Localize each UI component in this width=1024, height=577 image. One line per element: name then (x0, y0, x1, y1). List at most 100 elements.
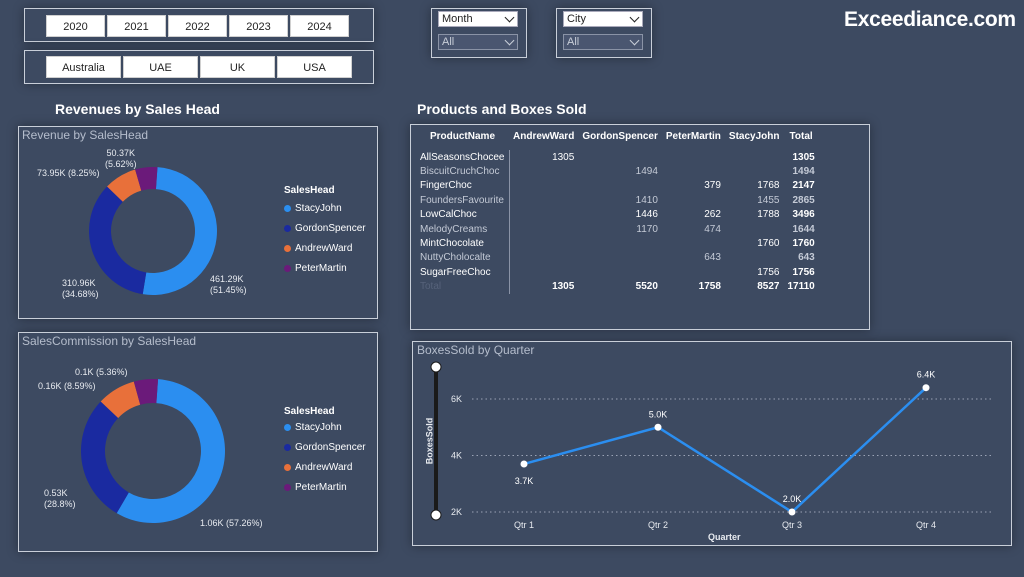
legend-item-andrewward[interactable]: AndrewWard (284, 462, 352, 473)
slider-handle-bottom[interactable] (430, 509, 442, 521)
value-cell (578, 251, 662, 265)
x-axis-label: Quarter (708, 532, 741, 542)
donut-slice-andrewward[interactable] (107, 169, 142, 202)
product-name-cell: BiscuitCruchChoc (416, 164, 510, 179)
value-cell: 1494 (792, 166, 815, 178)
donut-slice-andrewward[interactable] (100, 381, 141, 419)
donut-data-label: 461.29K (51.45%) (210, 274, 247, 295)
column-header-andrewward[interactable]: AndrewWard (513, 131, 575, 142)
product-name-cell: LowCalChoc (416, 207, 510, 222)
year-slicer: 2020 2021 2022 2023 2024 (46, 15, 349, 37)
legend-item-stacyjohn[interactable]: StacyJohn (284, 203, 342, 214)
value-cell: 8527 (757, 281, 780, 293)
value-cell: 1756 (792, 266, 815, 278)
legend-item-petermartin[interactable]: PeterMartin (284, 482, 347, 493)
revenue-donut-chart (89, 167, 218, 295)
data-label: 5.0K (649, 409, 668, 419)
product-name-cell: MelodyCreams (416, 221, 510, 237)
legend-label: PeterMartin (295, 263, 347, 274)
country-button-uk[interactable]: UK (200, 56, 275, 78)
value-cell (662, 236, 725, 250)
country-button-usa[interactable]: USA (277, 56, 352, 78)
legend-item-petermartin[interactable]: PeterMartin (284, 263, 347, 274)
value-cell (509, 193, 578, 207)
year-button-2024[interactable]: 2024 (290, 15, 349, 37)
legend-label: PeterMartin (295, 482, 347, 493)
data-point[interactable] (654, 423, 662, 431)
donut-slice-petermartin[interactable] (135, 167, 158, 191)
country-button-australia[interactable]: Australia (46, 56, 121, 78)
legend-label: StacyJohn (295, 203, 342, 214)
revenue-chart-title: Revenue by SalesHead (22, 128, 149, 142)
legend-dot-icon (284, 444, 291, 451)
month-value-dropdown[interactable]: All (438, 34, 518, 50)
value-cell (509, 236, 578, 250)
month-dropdown-label: Month (442, 13, 473, 25)
donut-slice-stacyjohn[interactable] (142, 167, 218, 295)
chevron-down-icon (629, 12, 640, 23)
donut-data-label: 0.16K (8.59%) (38, 381, 96, 391)
value-cell: 1768 (757, 180, 780, 192)
value-cell: 474 (704, 223, 721, 235)
value-cell: 17110 (787, 281, 815, 293)
legend-dot-icon (284, 225, 291, 232)
value-cell (578, 265, 662, 279)
value-cell (578, 236, 662, 250)
value-cell: 2865 (792, 194, 815, 206)
product-name-cell: NuttyCholocalte (416, 250, 510, 266)
city-value-dropdown[interactable]: All (563, 34, 643, 50)
line-chart-title: BoxesSold by Quarter (417, 343, 535, 357)
legend-item-andrewward[interactable]: AndrewWard (284, 243, 352, 254)
product-name-cell: AllSeasonsChocee (416, 150, 510, 165)
column-header-gordonspencer[interactable]: GordonSpencer (582, 131, 658, 142)
donut-data-label: 310.96K (34.68%) (62, 278, 99, 299)
column-header-stacyjohn[interactable]: StacyJohn (728, 131, 780, 142)
year-button-2021[interactable]: 2021 (107, 15, 166, 37)
city-dropdown[interactable]: City (563, 11, 643, 27)
product-name-cell: SugarFreeChoc (416, 265, 510, 280)
legend-item-gordonspencer[interactable]: GordonSpencer (284, 442, 366, 453)
data-point[interactable] (788, 508, 796, 516)
boxes-line-chart: 2K 4K 6K 3.7K Qtr 1 5.0K Qtr 2 2.0K Qtr 3 6.4K Qtr… (430, 361, 992, 530)
legend-item-gordonspencer[interactable]: GordonSpencer (284, 223, 366, 234)
x-tick-label: Qtr 1 (514, 520, 534, 530)
value-cell (662, 150, 725, 164)
value-cell: 1644 (792, 223, 815, 235)
year-button-2022[interactable]: 2022 (168, 15, 227, 37)
donut-slice-petermartin[interactable] (133, 379, 159, 405)
value-cell: 1305 (792, 151, 815, 163)
value-cell (578, 150, 662, 164)
legend-dot-icon (284, 484, 291, 491)
legend-item-stacyjohn[interactable]: StacyJohn (284, 422, 342, 433)
table-row: FingerChoc 379 1768 2147 (416, 178, 819, 194)
value-cell: 1410 (635, 194, 658, 206)
value-cell: 1305 (552, 281, 575, 293)
value-cell: 5520 (635, 281, 658, 293)
slider-handle-top[interactable] (430, 361, 442, 373)
chevron-down-icon (629, 35, 640, 46)
donut-data-label: 0.1K (5.36%) (75, 367, 128, 377)
column-header-productname[interactable]: ProductName (429, 131, 495, 142)
legend-label: GordonSpencer (295, 223, 366, 234)
donut-slice-stacyjohn[interactable] (116, 379, 225, 523)
table-row: SugarFreeChoc 1756 1756 (416, 265, 819, 280)
product-name-cell: FingerChoc (416, 178, 510, 194)
data-point[interactable] (922, 384, 930, 392)
year-button-2023[interactable]: 2023 (229, 15, 288, 37)
donut-slice-gordonspencer[interactable] (81, 401, 129, 514)
column-header-petermartin[interactable]: PeterMartin (665, 131, 721, 142)
legend-dot-icon (284, 424, 291, 431)
x-tick-label: Qtr 3 (782, 520, 802, 530)
month-dropdown[interactable]: Month (438, 11, 518, 27)
column-header-total[interactable]: Total (789, 131, 813, 142)
chevron-down-icon (504, 35, 515, 46)
value-cell (509, 222, 578, 236)
data-point[interactable] (520, 460, 528, 468)
value-cell: 1305 (552, 151, 575, 163)
year-button-2020[interactable]: 2020 (46, 15, 105, 37)
value-cell: 1788 (757, 209, 780, 221)
donut-slice-gordonspencer[interactable] (89, 186, 147, 295)
table-row: LowCalChoc 1446 262 1788 3496 (416, 207, 819, 222)
value-cell: 1758 (698, 281, 721, 293)
country-button-uae[interactable]: UAE (123, 56, 198, 78)
